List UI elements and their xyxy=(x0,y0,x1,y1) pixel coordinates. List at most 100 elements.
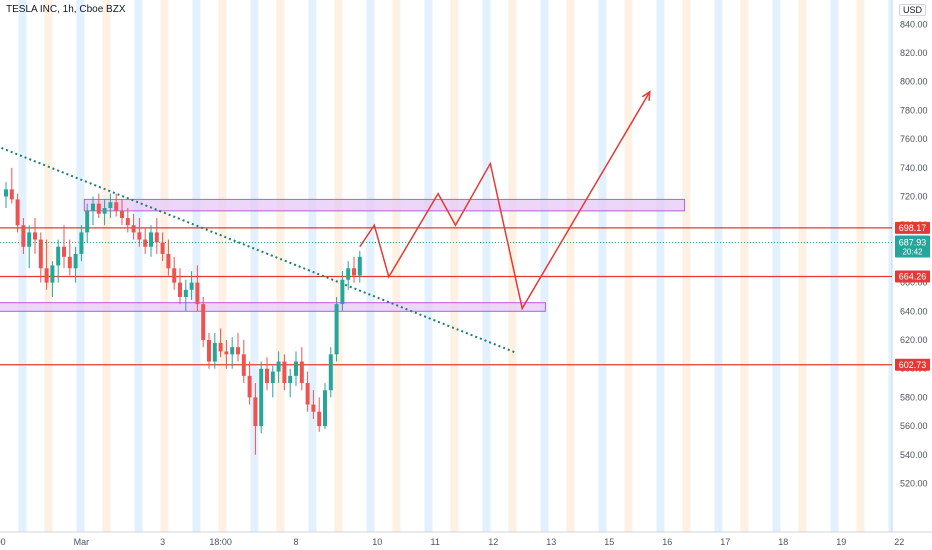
symbol-title[interactable]: TESLA INC, 1h, Cboe BZX xyxy=(6,4,126,15)
pre-market-band xyxy=(44,0,53,532)
candle-body xyxy=(357,256,362,276)
last-price-label: 687.93 xyxy=(899,238,927,248)
candle-body xyxy=(62,246,66,257)
after-hours-band xyxy=(18,0,27,532)
x-tick-label: 15 xyxy=(604,537,614,547)
x-tick-label: 12 xyxy=(488,537,498,547)
candle-body xyxy=(131,225,136,233)
candle-body xyxy=(108,202,113,208)
candle-body xyxy=(21,225,26,247)
x-tick-label: 3 xyxy=(160,537,165,547)
after-hours-band xyxy=(192,0,201,532)
candle-body xyxy=(305,383,310,405)
y-tick-label: 540.00 xyxy=(900,450,928,460)
x-tick-label: Mar xyxy=(74,537,90,547)
candle-body xyxy=(236,347,240,355)
x-tick-label: 16 xyxy=(662,537,672,547)
candle-body xyxy=(114,202,119,211)
y-tick-label: 780.00 xyxy=(900,105,928,115)
after-hours-band xyxy=(76,0,85,532)
candle-body xyxy=(218,342,223,352)
x-tick-label: 22 xyxy=(894,537,904,547)
y-tick-label: 560.00 xyxy=(900,421,928,431)
currency-badge[interactable]: USD xyxy=(898,4,926,16)
candle-body xyxy=(288,375,293,384)
y-tick-label: 660.00 xyxy=(900,278,928,288)
x-tick-label: 19 xyxy=(836,537,846,547)
x-tick-label: 18:00 xyxy=(0,537,6,547)
candle-body xyxy=(328,354,333,391)
candle-body xyxy=(91,203,95,211)
candle-body xyxy=(85,210,90,233)
candle-body xyxy=(241,354,246,376)
candle-body xyxy=(9,189,14,200)
candle-body xyxy=(166,253,171,269)
y-tick-label: 720.00 xyxy=(900,192,928,202)
candles xyxy=(4,167,362,455)
pre-market-band xyxy=(624,0,633,532)
y-tick-label: 760.00 xyxy=(900,134,928,144)
candle-body xyxy=(38,239,43,269)
candle-body xyxy=(96,203,101,214)
x-tick-label: 17 xyxy=(720,537,730,547)
pre-market-band xyxy=(450,0,459,532)
session-background xyxy=(18,0,923,532)
candle-body xyxy=(212,342,217,362)
x-tick-label: 13 xyxy=(546,537,556,547)
candle-body xyxy=(160,242,165,254)
x-tick-label: 8 xyxy=(293,537,298,547)
y-tick-label: 820.00 xyxy=(900,48,928,58)
after-hours-band xyxy=(772,0,781,532)
pre-market-band xyxy=(160,0,169,532)
candle-body xyxy=(253,397,258,427)
bar-countdown-label: 20:42 xyxy=(902,248,923,257)
candle-body xyxy=(137,232,142,240)
level-price-label: 664.26 xyxy=(899,271,927,281)
y-tick-label: 800.00 xyxy=(900,77,928,87)
resistance-zone xyxy=(83,198,686,212)
candle-body xyxy=(195,282,200,305)
after-hours-band xyxy=(540,0,549,532)
after-hours-band xyxy=(598,0,607,532)
candle-body xyxy=(282,361,287,384)
candle-body xyxy=(294,361,298,376)
pre-market-band xyxy=(856,0,865,532)
candle-body xyxy=(276,361,281,372)
candle-body xyxy=(207,340,211,362)
candle-body xyxy=(323,390,327,427)
pre-market-band xyxy=(682,0,691,532)
level-price-tag xyxy=(895,221,930,234)
after-hours-band xyxy=(134,0,143,532)
x-tick-label: 18:00 xyxy=(209,537,232,547)
candle-body xyxy=(67,256,72,269)
last-price-tag xyxy=(895,235,930,258)
candle-body xyxy=(15,199,20,226)
after-hours-band xyxy=(366,0,375,532)
y-tick-label: 640.00 xyxy=(900,306,928,316)
candle-body xyxy=(172,268,177,283)
x-tick-label: 11 xyxy=(431,537,440,547)
candle-body xyxy=(311,404,316,412)
pre-market-band xyxy=(392,0,401,532)
candle-body xyxy=(178,282,182,297)
candle-body xyxy=(299,361,304,384)
candle-body xyxy=(346,268,351,280)
candle-body xyxy=(27,232,32,247)
pre-market-band xyxy=(740,0,749,532)
candle-body xyxy=(120,210,124,219)
candle-body xyxy=(265,368,269,384)
level-price-tag xyxy=(895,358,930,371)
trendline xyxy=(0,146,517,354)
y-tick-label: 520.00 xyxy=(900,478,928,488)
candle-body xyxy=(33,232,37,240)
pre-market-band xyxy=(102,0,111,532)
candle-body xyxy=(4,189,8,197)
after-hours-band xyxy=(656,0,665,532)
candle-body xyxy=(102,208,107,214)
resistance-zone xyxy=(0,302,546,312)
candle-body xyxy=(189,282,194,290)
after-hours-band xyxy=(424,0,433,532)
candle-body xyxy=(247,375,252,398)
